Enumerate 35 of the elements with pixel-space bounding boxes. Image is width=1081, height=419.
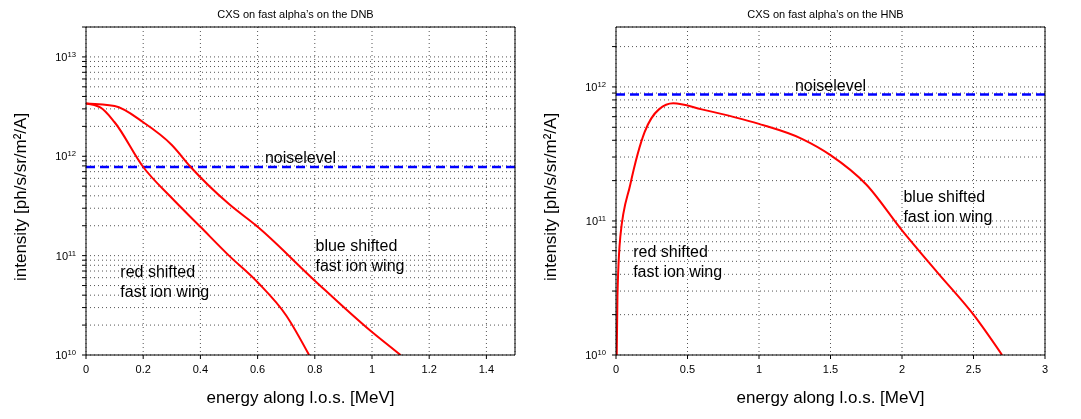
x-tick-label: 2.5 — [965, 363, 982, 375]
ref-line-label: noiselevel — [264, 149, 337, 167]
x-tick-label: 0 — [82, 363, 90, 375]
x-tick-label: 2 — [898, 363, 906, 375]
x-tick-label: 3 — [1041, 363, 1049, 375]
x-axis-title: energy along l.o.s. [MeV] — [206, 388, 395, 408]
y-tick-label: 10$^{13}$ — [55, 49, 76, 63]
annotation: blue shifted fast ion wing — [315, 235, 405, 276]
y-axis-title: intensity [ph/s/sr/m²/A] — [541, 112, 561, 281]
x-tick-label: 1 — [368, 363, 376, 375]
annotation: blue shifted fast ion wing — [903, 186, 993, 227]
x-tick-label: 0.5 — [679, 363, 696, 375]
x-tick-label: 0.8 — [307, 363, 323, 375]
y-tick-label: 10$^{10}$ — [585, 347, 606, 361]
x-tick-label: 1.4 — [478, 363, 495, 375]
y-tick-label: 10$^{11}$ — [585, 213, 606, 227]
x-tick-label: 0.2 — [135, 363, 151, 375]
y-tick-label: 10$^{10}$ — [55, 347, 76, 361]
chart-title: CXS on fast alpha’s on the DNB — [216, 8, 375, 22]
ref-line-label: noiselevel — [794, 76, 867, 94]
x-tick-label: 1.5 — [822, 363, 839, 375]
x-axis-title: energy along l.o.s. [MeV] — [736, 388, 925, 408]
x-tick-label: 1 — [755, 363, 763, 375]
x-tick-label: 0.4 — [192, 363, 209, 375]
x-tick-label: 1.2 — [421, 363, 437, 375]
chart-title: CXS on fast alpha’s on the HNB — [746, 8, 905, 22]
annotation: red shifted fast ion wing — [120, 262, 210, 302]
x-tick-label: 0.6 — [249, 363, 266, 375]
y-tick-label: 10$^{12}$ — [585, 79, 606, 93]
annotation: red shifted fast ion wing — [633, 242, 723, 283]
y-axis-title: intensity [ph/s/sr/m²/A] — [11, 112, 31, 281]
x-tick-label: 0 — [612, 363, 620, 375]
y-tick-label: 10$^{11}$ — [55, 248, 76, 262]
line-series — [616, 102, 1004, 355]
y-tick-label: 10$^{12}$ — [55, 148, 76, 163]
